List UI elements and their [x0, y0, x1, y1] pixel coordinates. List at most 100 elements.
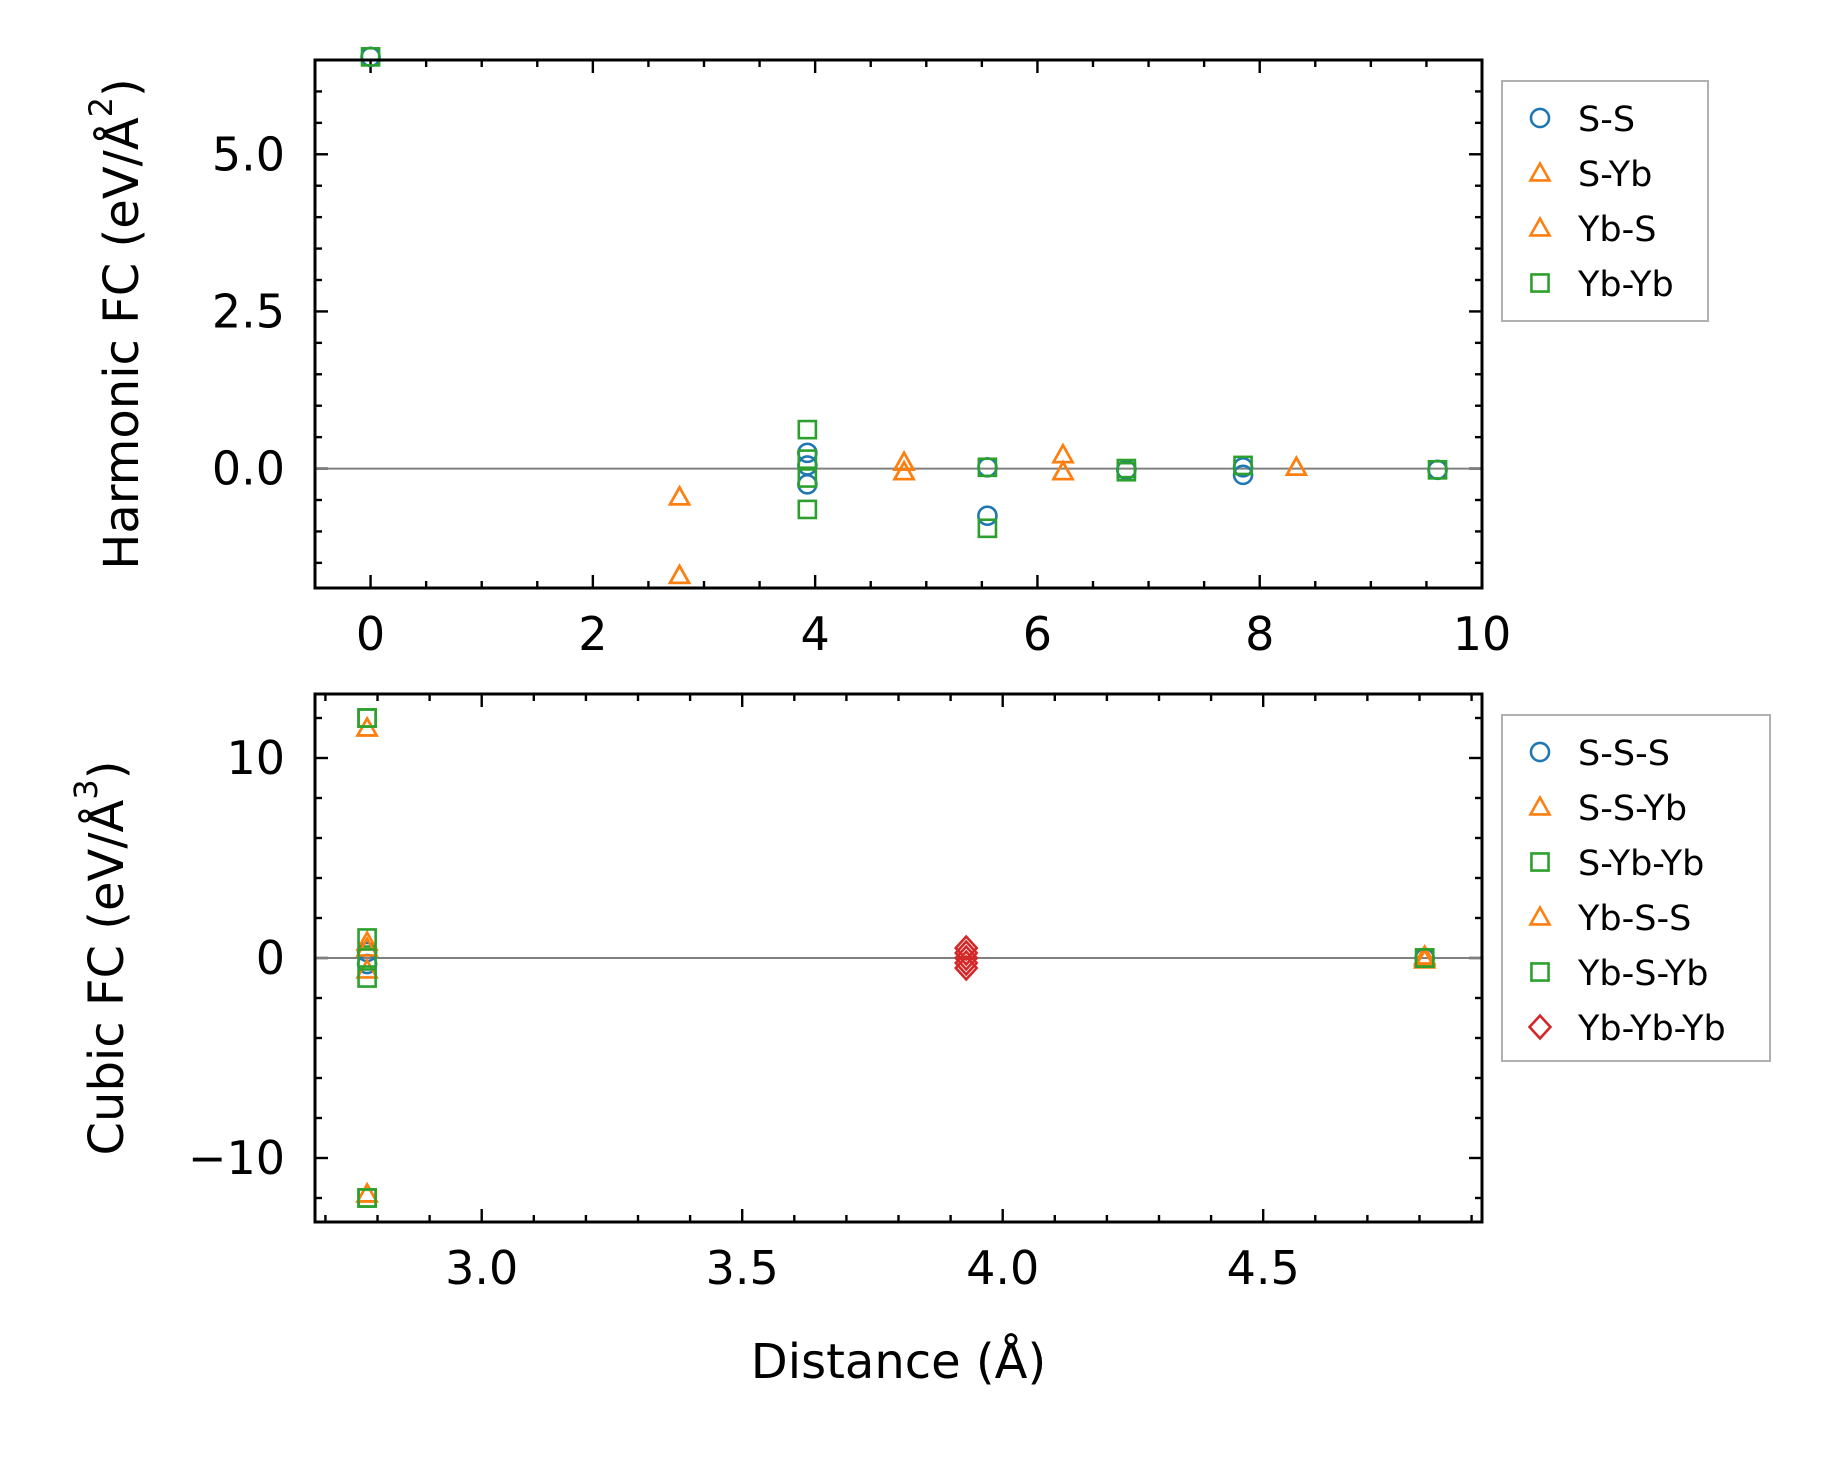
legend-label: Yb-Yb — [1577, 265, 1674, 305]
data-point — [797, 449, 818, 469]
x-tick-label: 8 — [1245, 607, 1274, 661]
harmonic-panel: 0 2 4 6 8 10 0.0 2.5 5.0 Harmonic FC (eV/Å2) S-S… — [82, 46, 1709, 661]
data-point — [977, 456, 998, 478]
x-tick-label: 3.0 — [445, 1241, 518, 1295]
legend-marker — [1530, 852, 1550, 872]
harmonic-legend: S-S S-Yb Yb-S Yb-Yb — [1501, 80, 1709, 322]
legend-marker — [1529, 741, 1551, 763]
legend-marker — [1528, 160, 1552, 182]
data-point — [954, 954, 979, 982]
data-point — [1233, 455, 1253, 476]
data-point — [797, 455, 818, 476]
harmonic-ticks — [313, 58, 1484, 588]
series-Yb-S-S — [355, 715, 1437, 1203]
cubic-plot-frame — [313, 692, 1484, 1224]
data-point — [357, 968, 377, 988]
x-tick-label: 4.0 — [966, 1241, 1039, 1295]
series-Yb-S-Yb — [357, 708, 1435, 1208]
y-tick-label: 0.0 — [212, 442, 285, 496]
data-point — [1414, 948, 1435, 968]
data-point — [360, 47, 381, 67]
x-tick-label: 0 — [356, 607, 385, 661]
data-point — [667, 484, 692, 506]
legend-marker — [1529, 107, 1551, 129]
legend-label: Yb-Yb-Yb — [1577, 1009, 1726, 1049]
data-point — [355, 935, 379, 957]
legend-entry: Yb-S-S — [1528, 899, 1691, 939]
cubic-tick-labels: 3.0 3.5 4.0 4.5 −10 0 10 — [188, 731, 1300, 1295]
legend-entry: S-S-Yb — [1528, 789, 1687, 829]
legend-entry: S-S — [1529, 100, 1635, 140]
data-point — [954, 949, 979, 977]
data-point — [797, 473, 818, 495]
data-point — [1051, 459, 1075, 481]
data-point — [892, 450, 916, 471]
legend-label: Yb-S-Yb — [1577, 954, 1709, 994]
data-point — [977, 518, 998, 539]
x-tick-label: 10 — [1453, 607, 1512, 661]
legend-entry: S-Yb — [1528, 155, 1652, 195]
legend-marker — [1528, 215, 1552, 237]
data-point — [357, 708, 377, 728]
data-point — [1284, 455, 1309, 477]
legend-label: S-Yb — [1578, 155, 1652, 195]
data-point — [1427, 459, 1448, 481]
cubic-legend: S-S-S S-S-Yb S-Yb-Yb Yb-S-S Yb-S-Yb Yb-Yb-Yb — [1501, 714, 1771, 1062]
series-Yb-Yb-Yb — [954, 934, 979, 982]
legend-entry: Yb-Yb — [1530, 265, 1674, 305]
data-point — [797, 468, 818, 488]
legend-marker — [1527, 1013, 1553, 1041]
legend-entry: Yb-Yb-Yb — [1527, 1009, 1726, 1049]
data-point — [954, 944, 979, 972]
y-tick-label: −10 — [188, 1131, 285, 1185]
legend-entry: Yb-S — [1528, 210, 1656, 250]
data-point — [355, 1181, 379, 1203]
legend-box — [1501, 80, 1709, 322]
y-tick-label: 5.0 — [212, 127, 285, 181]
cubic-panel: 3.0 3.5 4.0 4.5 −10 0 10 Cubic FC (eV/Å3) Dist… — [67, 692, 1771, 1390]
x-tick-label: 4 — [801, 607, 830, 661]
cubic-x-axis-label: Distance (Å) — [751, 1333, 1046, 1390]
data-point — [1116, 461, 1137, 482]
x-tick-label: 6 — [1023, 607, 1052, 661]
legend-label: S-S — [1578, 100, 1635, 140]
legend-marker — [1528, 794, 1552, 816]
harmonic-plot-frame — [313, 58, 1484, 590]
x-tick-label: 3.5 — [706, 1241, 779, 1295]
legend-marker — [1530, 962, 1550, 982]
series-Yb-Yb — [360, 47, 1448, 539]
series-S-Yb — [667, 442, 1309, 585]
legend-entry: Yb-S-Yb — [1530, 954, 1709, 994]
series-Yb-S — [667, 442, 1309, 585]
legend-label: S-Yb-Yb — [1578, 844, 1704, 884]
cubic-markers — [355, 708, 1437, 1208]
x-tick-label: 2 — [578, 607, 607, 661]
data-point — [357, 1188, 377, 1208]
legend-label: Yb-S-S — [1577, 899, 1691, 939]
legend-label: Yb-S — [1577, 210, 1656, 250]
data-point — [892, 459, 916, 481]
series-S-S-Yb — [355, 715, 1437, 1203]
legend-entry: S-S-S — [1529, 734, 1670, 774]
legend-label: S-S-S — [1578, 734, 1670, 774]
y-tick-label: 2.5 — [212, 284, 285, 338]
data-point — [797, 499, 818, 520]
data-point — [954, 939, 979, 967]
y-tick-label: 10 — [226, 731, 285, 785]
harmonic-markers — [360, 46, 1448, 585]
data-point — [954, 934, 979, 962]
harmonic-tick-labels: 0 2 4 6 8 10 0.0 2.5 5.0 — [212, 127, 1511, 661]
legend-marker — [1530, 273, 1550, 293]
y-tick-label: 0 — [256, 931, 285, 985]
data-point — [357, 1188, 377, 1208]
data-point — [357, 948, 377, 968]
x-tick-label: 4.5 — [1227, 1241, 1300, 1295]
harmonic-y-axis-label: Harmonic FC (eV/Å2) — [82, 78, 150, 570]
legend-marker — [1528, 904, 1552, 926]
legend-entry: S-Yb-Yb — [1530, 844, 1704, 884]
data-point — [797, 419, 818, 440]
cubic-y-axis-label: Cubic FC (eV/Å3) — [67, 761, 135, 1156]
data-point — [1427, 459, 1448, 480]
legend-box — [1501, 714, 1771, 1062]
